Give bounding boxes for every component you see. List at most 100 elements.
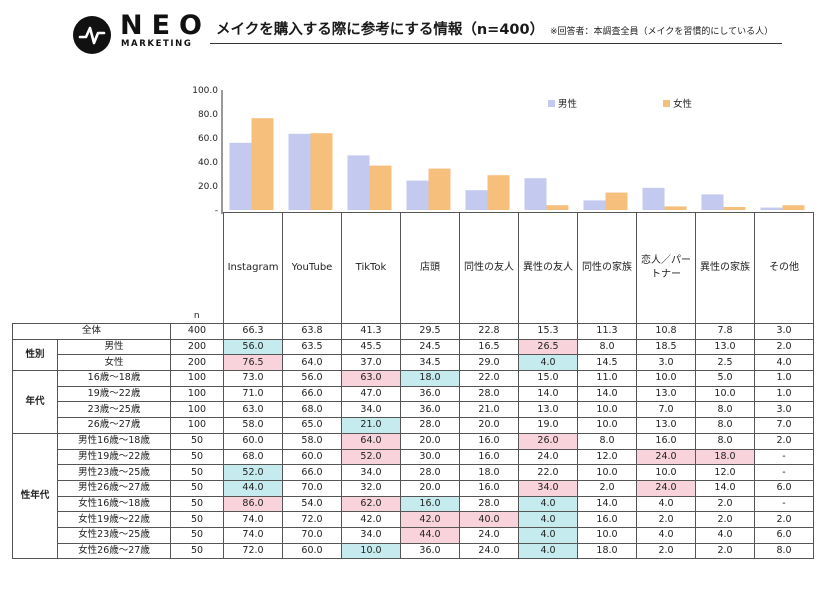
table-cell: 42.0 bbox=[341, 511, 401, 528]
row-n: 50 bbox=[170, 464, 224, 481]
table-cell: 4.0 bbox=[518, 526, 578, 544]
table-cell: 60.0 bbox=[282, 542, 342, 560]
table-cell: 20.0 bbox=[459, 417, 519, 434]
column-header: 店頭 bbox=[400, 212, 460, 324]
table-cell: 24.5 bbox=[400, 338, 460, 356]
table-row: 女性26歳～27歳 50 72.0 60.0 10.0 36.0 24.0 4.0 18.0 2.… bbox=[13, 542, 814, 560]
table-cell: 44.0 bbox=[400, 526, 460, 544]
table-cell: 24.0 bbox=[636, 479, 696, 497]
table-cell: 12.0 bbox=[577, 448, 637, 466]
row-n: 200 bbox=[170, 354, 224, 372]
table-cell: 24.0 bbox=[636, 448, 696, 466]
table-cell: 34.0 bbox=[341, 526, 401, 544]
table-cell: 10.0 bbox=[636, 370, 696, 387]
table-cell: 14.0 bbox=[577, 495, 637, 513]
table-cell: 16.0 bbox=[459, 479, 519, 497]
table-cell: 8.0 bbox=[577, 432, 637, 450]
table-cell: 13.0 bbox=[518, 401, 578, 419]
row-label: 女性23歳～25歳 bbox=[57, 526, 171, 544]
table-cell: 8.0 bbox=[695, 417, 755, 434]
row-label: 全体 bbox=[12, 323, 171, 340]
table-row: 女性23歳～25歳 50 74.0 70.0 34.0 44.0 24.0 4.0 10.0 4.… bbox=[13, 526, 814, 544]
column-header: 同性の家族 bbox=[577, 212, 637, 324]
table-cell: 16.0 bbox=[577, 511, 637, 528]
table-row: 男性19歳～22歳 50 68.0 60.0 52.0 30.0 16.0 24.0 12.0 2… bbox=[13, 448, 814, 466]
table-cell: 18.0 bbox=[577, 542, 637, 560]
bar-male bbox=[524, 178, 547, 210]
row-group-label: 年代 bbox=[12, 370, 58, 434]
table-cell: 30.0 bbox=[400, 448, 460, 466]
page-title: メイクを購入する際に参考にする情報（n=400） bbox=[216, 22, 545, 38]
table-cell: 47.0 bbox=[341, 385, 401, 403]
table-cell: 45.5 bbox=[341, 338, 401, 356]
row-label: 男性26歳～27歳 bbox=[57, 479, 171, 497]
table-cell: 16.0 bbox=[400, 495, 460, 513]
table-cell: 4.0 bbox=[754, 354, 814, 372]
row-label: 男性 bbox=[57, 338, 171, 356]
table-cell: 21.0 bbox=[459, 401, 519, 419]
column-header: 同性の友人 bbox=[459, 212, 519, 324]
table-cell: - bbox=[754, 495, 814, 513]
table-cell: 18.0 bbox=[695, 448, 755, 466]
table-cell: 10.0 bbox=[577, 401, 637, 419]
table-cell: 24.0 bbox=[459, 526, 519, 544]
table-cell: 2.0 bbox=[754, 338, 814, 356]
column-header: 異性の家族 bbox=[695, 212, 755, 324]
table-cell: 26.0 bbox=[518, 432, 578, 450]
table-cell: 15.0 bbox=[518, 370, 578, 387]
table-cell: 37.0 bbox=[341, 354, 401, 372]
table-row: 19歳～22歳 100 71.0 66.0 47.0 36.0 28.0 14.0 14.0 13… bbox=[13, 385, 814, 403]
row-n: 100 bbox=[170, 417, 224, 434]
bar-female bbox=[723, 207, 746, 210]
table-cell: 8.0 bbox=[695, 401, 755, 419]
table-cell: 2.0 bbox=[695, 542, 755, 560]
table-cell: 20.0 bbox=[400, 479, 460, 497]
y-tick-label: 80.0 bbox=[198, 110, 218, 120]
table-cell: 4.0 bbox=[518, 542, 578, 560]
table-cell: 68.0 bbox=[223, 448, 283, 466]
table-cell: 76.5 bbox=[223, 354, 283, 372]
bar-female bbox=[310, 133, 333, 210]
bar-male bbox=[347, 155, 370, 210]
bar-male bbox=[465, 190, 488, 210]
column-header: YouTube bbox=[282, 212, 342, 324]
table-cell: 24.0 bbox=[518, 448, 578, 466]
table-cell: 16.0 bbox=[459, 448, 519, 466]
table-cell: 10.0 bbox=[695, 385, 755, 403]
table-cell: 65.0 bbox=[282, 417, 342, 434]
bar-female bbox=[428, 168, 451, 210]
table-cell: 26.5 bbox=[518, 338, 578, 356]
table-cell: 22.0 bbox=[518, 464, 578, 481]
table-cell: 86.0 bbox=[223, 495, 283, 513]
respondent-note: ※回答者：本調査全員（メイクを習慣的にしている人） bbox=[550, 27, 774, 37]
row-n: 50 bbox=[170, 511, 224, 528]
table-cell: - bbox=[754, 464, 814, 481]
bar-chart: 100.0 80.0 60.0 40.0 20.0 - bbox=[192, 86, 805, 214]
table-cell: 63.0 bbox=[341, 370, 401, 387]
table-cell: 11.0 bbox=[577, 370, 637, 387]
table-cell: 29.0 bbox=[459, 354, 519, 372]
row-label: 19歳～22歳 bbox=[57, 385, 171, 403]
table-cell: 7.0 bbox=[754, 417, 814, 434]
table-cell: 2.0 bbox=[754, 511, 814, 528]
table-cell: 10.0 bbox=[341, 542, 401, 560]
table-cell: 3.0 bbox=[754, 401, 814, 419]
table-cell: 11.3 bbox=[577, 323, 637, 340]
table-cell: 4.0 bbox=[636, 495, 696, 513]
row-n: 100 bbox=[170, 385, 224, 403]
table-cell: 58.0 bbox=[282, 432, 342, 450]
row-group-label: 性年代 bbox=[12, 432, 58, 560]
row-label: 男性19歳～22歳 bbox=[57, 448, 171, 466]
table-cell: 16.0 bbox=[636, 432, 696, 450]
table-cell: 22.0 bbox=[459, 370, 519, 387]
bar-male bbox=[760, 207, 783, 210]
table-cell: 20.0 bbox=[400, 432, 460, 450]
bar-male bbox=[406, 180, 429, 210]
table-cell: 10.8 bbox=[636, 323, 696, 340]
table-cell: 13.0 bbox=[695, 338, 755, 356]
table-cell: 63.8 bbox=[282, 323, 342, 340]
table-row: 性別 男性 200 56.0 63.5 45.5 24.5 16.5 26.5 8.0 18.5 13… bbox=[12, 338, 814, 372]
table-cell: 34.5 bbox=[400, 354, 460, 372]
table-cell: 36.0 bbox=[400, 401, 460, 419]
y-tick-label: 40.0 bbox=[198, 158, 218, 168]
